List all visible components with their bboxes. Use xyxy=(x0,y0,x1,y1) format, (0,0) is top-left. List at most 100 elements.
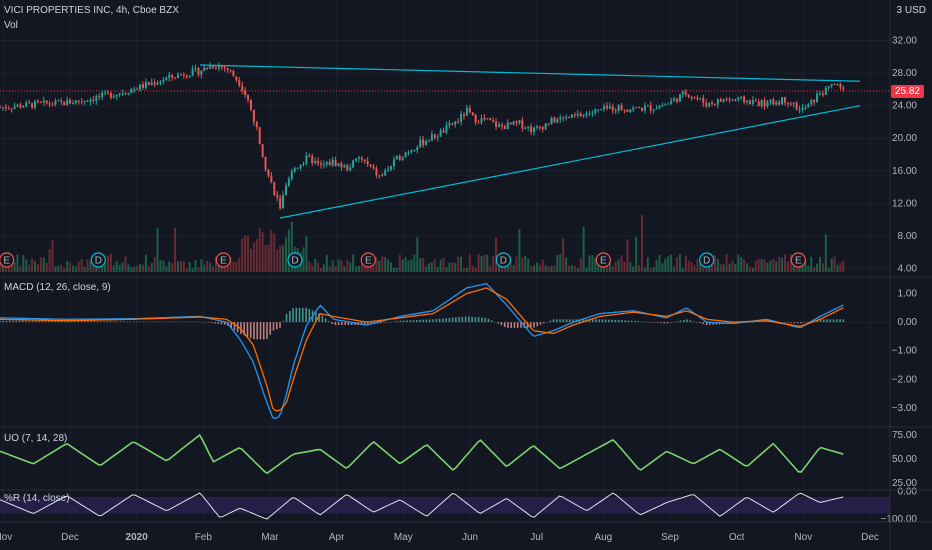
macd-histogram-bar xyxy=(8,320,11,323)
volume-bar xyxy=(696,259,699,272)
wr-tick-label: −100.00 xyxy=(881,514,918,525)
volume-bar xyxy=(258,228,261,272)
volume-bar xyxy=(687,260,690,272)
macd-histogram-bar xyxy=(38,320,40,323)
macd-histogram-bar xyxy=(591,319,594,323)
price-candle xyxy=(521,120,524,129)
volume-bar xyxy=(54,266,57,272)
macd-histogram-bar xyxy=(21,320,24,323)
macd-histogram-bar xyxy=(207,322,210,323)
volume-bar xyxy=(223,266,226,272)
macd-histogram-bar xyxy=(249,322,252,339)
volume-bar xyxy=(22,255,25,272)
macd-histogram-bar xyxy=(272,322,275,331)
volume-bar xyxy=(319,267,322,272)
price-candle xyxy=(369,164,372,167)
macd-histogram-bar xyxy=(582,319,584,323)
price-candle xyxy=(25,102,28,107)
volume-bar xyxy=(147,266,150,272)
volume-bar xyxy=(89,260,92,272)
price-candle xyxy=(398,155,401,160)
macd-histogram-bar xyxy=(100,321,102,323)
volume-bar xyxy=(150,263,153,272)
price-candle xyxy=(827,86,830,88)
volume-bar xyxy=(535,262,538,272)
volume-bar xyxy=(92,261,95,272)
volume-bar xyxy=(497,265,500,272)
volume-bar xyxy=(530,266,533,272)
volume-bar xyxy=(430,262,433,272)
x-tick-label: Nov xyxy=(794,532,812,543)
volume-bar xyxy=(425,266,428,272)
price-candle xyxy=(538,126,541,128)
macd-histogram-bar xyxy=(516,322,519,328)
price-candle xyxy=(77,100,80,102)
volume-bar xyxy=(232,261,235,272)
uo-pane xyxy=(0,433,844,475)
price-candle xyxy=(150,82,153,85)
macd-histogram-bar xyxy=(308,308,311,323)
volume-bar xyxy=(678,254,681,272)
volume-bar xyxy=(740,257,743,272)
price-candle xyxy=(212,66,215,68)
volume-bar xyxy=(480,256,483,272)
macd-histogram-bar xyxy=(819,319,822,323)
macd-histogram-bar xyxy=(230,322,232,328)
price-candle xyxy=(454,121,457,125)
trendlines[interactable] xyxy=(0,64,890,219)
volume-bar xyxy=(515,256,518,272)
macd-histogram-bar xyxy=(816,319,819,323)
macd-histogram-bar xyxy=(262,322,265,340)
currency-label[interactable]: 3 USD xyxy=(896,5,926,16)
axis-labels: 32.00 28.00 24.00 20.00 16.00 12.00 8.00 4.00 1.… xyxy=(0,36,917,543)
volume-bar xyxy=(585,267,588,272)
price-candle xyxy=(144,82,147,88)
volume-bar xyxy=(194,260,197,272)
volume-bar xyxy=(465,267,468,272)
volume-bar xyxy=(249,248,252,272)
volume-bar xyxy=(544,265,547,272)
volume-bar xyxy=(778,256,781,272)
price-candle xyxy=(69,99,72,104)
volume-bar xyxy=(401,259,404,272)
price-candle xyxy=(722,99,725,102)
macd-histogram-bar xyxy=(210,322,213,324)
volume-bar xyxy=(489,265,492,272)
price-candle xyxy=(684,91,687,95)
price-candle xyxy=(813,100,816,103)
macd-histogram-bar xyxy=(754,321,757,323)
volume-bar xyxy=(512,265,515,272)
macd-histogram-bar xyxy=(474,317,477,323)
macd-histogram-bar xyxy=(598,319,600,323)
macd-histogram-bar xyxy=(83,320,86,323)
macd-histogram-bar xyxy=(148,321,151,323)
volume-bar xyxy=(39,257,42,272)
macd-histogram-bar xyxy=(162,321,164,323)
macd-histogram-bar xyxy=(298,307,301,323)
macd-histogram-bar xyxy=(2,320,5,323)
volume-bar xyxy=(235,261,238,272)
macd-histogram-bar xyxy=(396,321,399,323)
volume-bar xyxy=(661,263,664,272)
volume-bar xyxy=(457,256,460,272)
price-candle xyxy=(795,102,798,110)
wr-label: %R (14, close) xyxy=(4,493,70,504)
macd-histogram-bar xyxy=(497,322,499,324)
price-candle xyxy=(314,161,317,164)
price-candle xyxy=(427,140,430,142)
price-candle xyxy=(702,98,705,103)
price-candle xyxy=(147,82,150,85)
price-candle xyxy=(605,106,608,109)
price-candle xyxy=(600,109,603,111)
volume-bar xyxy=(378,260,381,272)
volume-bar xyxy=(86,259,89,272)
price-candle xyxy=(127,93,130,95)
price-candle xyxy=(690,96,693,98)
volume-bar xyxy=(594,257,597,272)
macd-tick-label: −2.00 xyxy=(892,374,918,385)
price-candle xyxy=(395,155,398,160)
price-candle xyxy=(209,66,212,69)
